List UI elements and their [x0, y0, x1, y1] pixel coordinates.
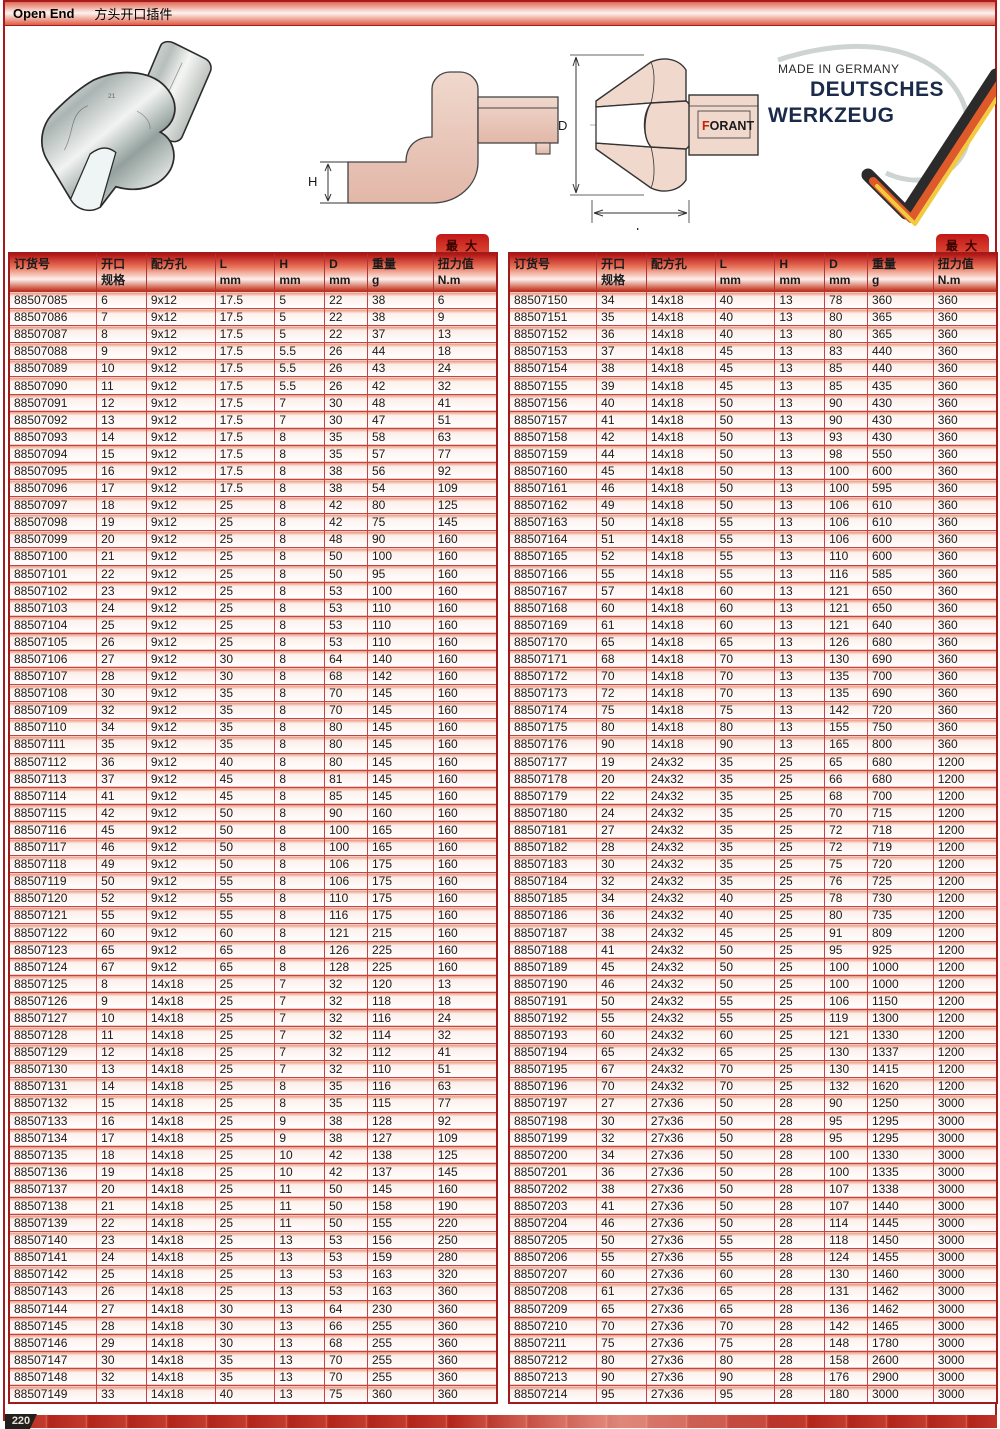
svg-text:DEUTSCHES: DEUTSCHES: [810, 78, 944, 101]
svg-text:MADE IN GERMANY: MADE IN GERMANY: [778, 62, 900, 76]
svg-text:H: H: [308, 174, 317, 189]
svg-text:L: L: [636, 225, 643, 230]
svg-text:WERKZEUG: WERKZEUG: [768, 104, 895, 127]
svg-text:21: 21: [108, 93, 116, 100]
svg-text:FORANT: FORANT: [702, 119, 754, 133]
svg-text:D: D: [558, 118, 567, 133]
